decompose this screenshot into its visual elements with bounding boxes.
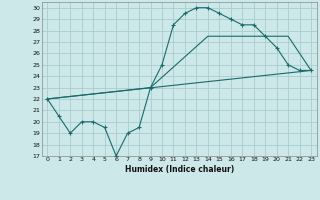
X-axis label: Humidex (Indice chaleur): Humidex (Indice chaleur) <box>124 165 234 174</box>
